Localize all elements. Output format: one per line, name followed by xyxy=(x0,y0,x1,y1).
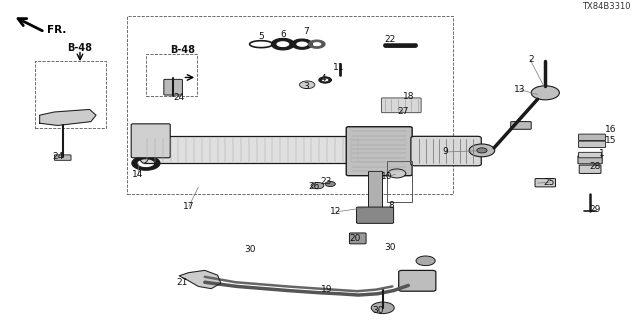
FancyBboxPatch shape xyxy=(353,130,383,169)
Text: 12: 12 xyxy=(330,207,342,216)
FancyBboxPatch shape xyxy=(578,156,602,164)
Text: 3: 3 xyxy=(303,82,308,91)
FancyBboxPatch shape xyxy=(579,165,601,173)
Bar xyxy=(146,54,197,96)
Text: 24: 24 xyxy=(52,152,63,161)
Circle shape xyxy=(388,169,406,178)
Circle shape xyxy=(531,86,559,100)
Bar xyxy=(387,161,412,202)
Text: 14: 14 xyxy=(132,170,143,179)
FancyBboxPatch shape xyxy=(131,124,170,158)
Text: 17: 17 xyxy=(183,202,195,211)
Text: 25: 25 xyxy=(543,178,555,187)
Text: 6: 6 xyxy=(281,30,286,39)
Text: 19: 19 xyxy=(321,285,332,294)
FancyBboxPatch shape xyxy=(346,127,412,176)
Text: 30: 30 xyxy=(372,306,383,315)
Text: 18: 18 xyxy=(403,92,414,101)
Circle shape xyxy=(325,181,335,187)
Text: 5: 5 xyxy=(259,32,264,41)
Text: 13: 13 xyxy=(514,85,525,94)
Ellipse shape xyxy=(138,136,150,163)
Text: B-48: B-48 xyxy=(170,44,195,55)
Text: 1: 1 xyxy=(599,149,604,158)
Text: 22: 22 xyxy=(385,35,396,44)
Bar xyxy=(144,136,362,163)
Text: 23: 23 xyxy=(321,177,332,186)
Text: 28: 28 xyxy=(589,162,601,171)
Text: 10: 10 xyxy=(381,172,393,181)
Circle shape xyxy=(477,148,487,153)
Text: 30: 30 xyxy=(385,243,396,252)
Text: 27: 27 xyxy=(397,107,409,116)
Text: 24: 24 xyxy=(173,93,185,102)
Text: FR.: FR. xyxy=(47,25,67,35)
Text: 7: 7 xyxy=(303,28,308,36)
FancyBboxPatch shape xyxy=(349,233,366,244)
Circle shape xyxy=(469,144,495,157)
FancyBboxPatch shape xyxy=(579,134,605,140)
FancyBboxPatch shape xyxy=(411,136,481,166)
Text: 26: 26 xyxy=(308,182,319,191)
FancyBboxPatch shape xyxy=(399,270,436,291)
FancyBboxPatch shape xyxy=(579,152,602,158)
Text: 8: 8 xyxy=(389,201,394,210)
Bar xyxy=(368,171,382,222)
Text: 4: 4 xyxy=(321,74,326,83)
Text: 15: 15 xyxy=(605,136,617,145)
Text: 9: 9 xyxy=(443,148,448,156)
Bar xyxy=(35,61,106,128)
Polygon shape xyxy=(179,270,221,289)
Text: TX84B3310: TX84B3310 xyxy=(582,2,630,11)
Text: 16: 16 xyxy=(605,125,617,134)
FancyBboxPatch shape xyxy=(511,122,531,129)
Text: B-48: B-48 xyxy=(67,43,93,53)
Circle shape xyxy=(416,256,435,266)
Bar xyxy=(127,16,453,194)
Text: 11: 11 xyxy=(333,63,345,72)
Text: 30: 30 xyxy=(244,245,255,254)
Circle shape xyxy=(300,81,315,89)
Text: 2: 2 xyxy=(529,55,534,64)
FancyBboxPatch shape xyxy=(535,179,556,187)
FancyBboxPatch shape xyxy=(54,155,71,160)
Text: 29: 29 xyxy=(589,205,601,214)
Text: 20: 20 xyxy=(349,234,360,243)
Circle shape xyxy=(371,302,394,314)
Circle shape xyxy=(311,182,324,189)
Text: 21: 21 xyxy=(177,278,188,287)
FancyBboxPatch shape xyxy=(164,79,182,95)
FancyBboxPatch shape xyxy=(381,98,421,113)
Polygon shape xyxy=(40,109,96,125)
FancyBboxPatch shape xyxy=(579,141,605,148)
FancyBboxPatch shape xyxy=(356,207,394,223)
